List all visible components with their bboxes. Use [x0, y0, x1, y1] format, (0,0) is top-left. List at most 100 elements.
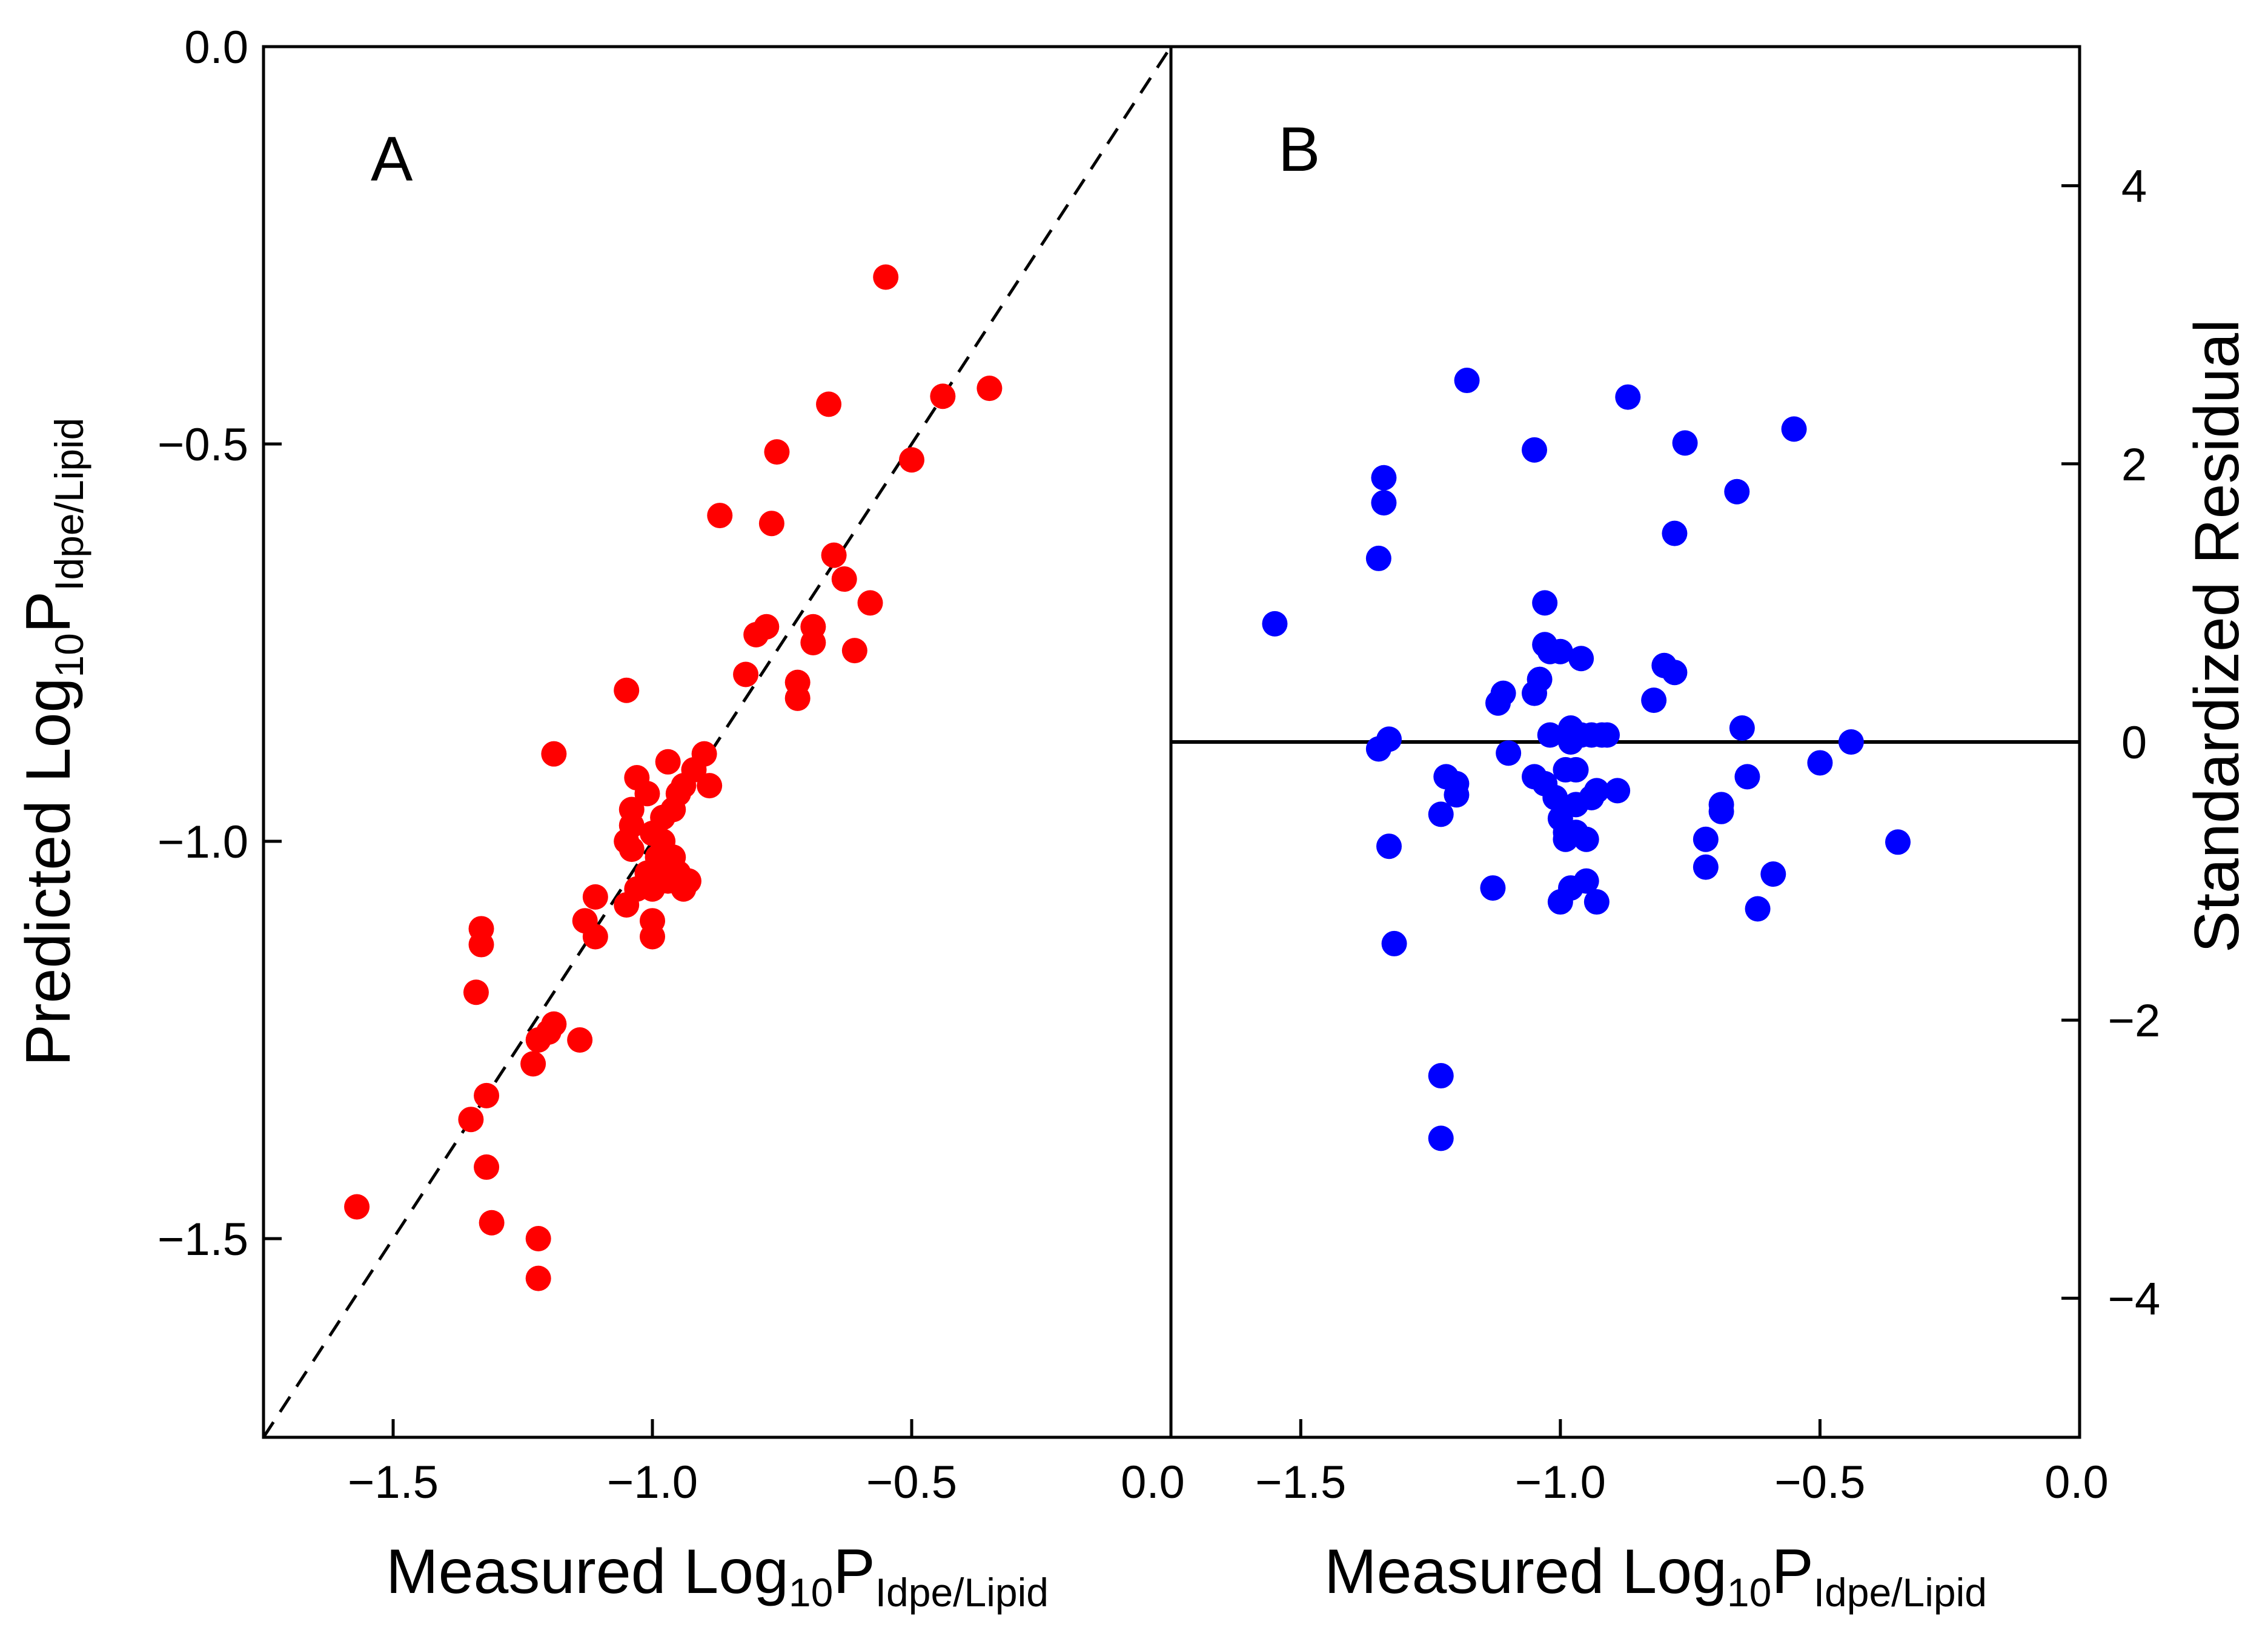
x-title-mid: P — [833, 1537, 875, 1607]
panel-a-point-19 — [614, 677, 640, 703]
panel-b-x-tick-label-1: −1.0 — [1515, 1457, 1606, 1508]
panel-a-point-6 — [474, 1154, 500, 1180]
panel-b-x-axis-title: Measured Log10PIdpe/Lipid — [1324, 1537, 1987, 1615]
panel-b-point-70 — [1885, 829, 1911, 855]
panel-b-point-43 — [1573, 826, 1599, 852]
panel-b-point-13 — [1444, 782, 1470, 808]
panel-b-point-44 — [1573, 868, 1599, 894]
panel-b-point-62 — [1724, 478, 1750, 505]
panel-a-ticks: −1.5 −1.0 −0.5 0.0 −1.5 −1.0 −0.5 0.0 — [158, 22, 1185, 1508]
panel-a-point-67 — [976, 376, 1003, 402]
panel-b-point-63 — [1729, 715, 1755, 741]
panel-a-point-50 — [733, 661, 759, 687]
panel-a-point-36 — [655, 749, 681, 775]
panel-b-point-66 — [1760, 861, 1786, 887]
panel-b-point-9 — [1428, 1125, 1454, 1151]
panel-a-point-56 — [784, 685, 811, 711]
y-title-sub1: 10 — [47, 633, 91, 677]
panel-b-point-2 — [1371, 490, 1397, 516]
panel-a-point-17 — [582, 924, 608, 950]
panel-b-point-48 — [1583, 778, 1610, 804]
panel-b-point-56 — [1662, 520, 1688, 546]
panel-a-identity-line — [262, 45, 1173, 1439]
panel-b: −1.5 −1.0 −0.5 0.0 −4 −2 0 2 4 B — [1169, 45, 2161, 1508]
panel-b-point-61 — [1708, 798, 1734, 824]
panel-a-point-32 — [640, 924, 665, 950]
panel-b-point-6 — [1376, 833, 1402, 859]
panel-b-y-axis-title: Standardized Residual — [2182, 319, 2252, 953]
panel-b-point-59 — [1693, 854, 1719, 880]
panel-a-point-24 — [618, 796, 645, 823]
y-title-sub2: Idpe/Lipid — [47, 418, 91, 591]
panel-b-points — [1262, 368, 1911, 1151]
panel-b-point-24 — [1532, 590, 1558, 616]
panel-a-point-13 — [541, 1011, 567, 1037]
panel-a-point-27 — [634, 781, 660, 807]
panel-a-point-63 — [857, 590, 883, 616]
panel-b-point-30 — [1547, 638, 1573, 664]
panel-a-point-65 — [899, 447, 924, 473]
panel-a-point-60 — [821, 542, 847, 568]
panel-b-x-tick-label-2: −0.5 — [1774, 1457, 1865, 1508]
panel-b-point-15 — [1480, 875, 1506, 901]
panel-b-point-27 — [1537, 722, 1563, 748]
panel-a-point-66 — [930, 383, 956, 409]
panel-a-point-18 — [582, 884, 608, 910]
panel-b-point-17 — [1490, 680, 1516, 706]
panel-a-point-4 — [468, 932, 494, 958]
panel-a-point-15 — [567, 1027, 593, 1053]
panel-b-point-68 — [1807, 750, 1833, 776]
panel-a-y-axis-title: Predicted Log10PIdpe/Lipid — [13, 418, 91, 1067]
panel-b-point-53 — [1641, 687, 1667, 714]
panel-b-point-22 — [1527, 666, 1553, 692]
panel-a-point-62 — [841, 638, 867, 664]
panel-b-point-1 — [1371, 465, 1397, 491]
panel-a-y-tick-label-2: −0.5 — [158, 419, 248, 471]
x-title-sub2: Idpe/Lipid — [875, 1570, 1049, 1615]
panel-b-point-18 — [1496, 740, 1522, 766]
panel-a: −1.5 −1.0 −0.5 0.0 −1.5 −1.0 −0.5 0.0 A — [158, 22, 1185, 1508]
panel-b-point-51 — [1605, 778, 1631, 804]
panel-b-label: B — [1278, 114, 1320, 185]
panel-b-point-10 — [1428, 801, 1454, 827]
x-title-main: Measured Log — [1324, 1537, 1727, 1607]
panel-b-point-28 — [1542, 784, 1568, 810]
panel-b-y-tick-label-3: 2 — [2121, 439, 2147, 491]
panel-a-points — [344, 264, 1003, 1291]
panel-a-point-5 — [474, 1082, 500, 1108]
panel-a-x-axis-title: Measured Log10PIdpe/Lipid — [386, 1537, 1049, 1615]
panel-b-y-tick-label-2: 0 — [2121, 717, 2147, 769]
panel-a-point-7 — [479, 1210, 505, 1236]
panel-b-point-38 — [1563, 757, 1589, 783]
x-title-sub1: 10 — [789, 1570, 833, 1615]
panel-a-y-tick-label-0: −1.5 — [158, 1214, 248, 1265]
panel-a-point-23 — [618, 836, 645, 863]
panel-b-point-14 — [1454, 368, 1480, 394]
panel-a-x-tick-label-2: −0.5 — [866, 1457, 957, 1508]
panel-a-y-tick-label-3: 0.0 — [184, 22, 248, 73]
y-title-mid: P — [13, 591, 84, 633]
panel-a-x-tick-label-0: −1.5 — [348, 1457, 439, 1508]
panel-a-point-11 — [525, 1265, 551, 1291]
panel-a-point-14 — [541, 741, 567, 767]
x-title-mid: P — [1771, 1537, 1813, 1607]
panel-a-y-tick-label-1: −1.0 — [158, 816, 248, 868]
panel-b-point-55 — [1662, 660, 1688, 686]
panel-a-point-10 — [525, 1226, 551, 1251]
panel-b-point-65 — [1745, 896, 1771, 922]
y-title-main: Predicted Log — [13, 678, 84, 1067]
panel-b-point-0 — [1262, 611, 1288, 637]
panel-b-point-58 — [1693, 826, 1719, 852]
panel-b-point-5 — [1376, 726, 1402, 752]
panel-a-point-59 — [816, 391, 842, 417]
panel-a-point-45 — [675, 868, 701, 894]
panel-a-x-tick-label-3: 0.0 — [1121, 1457, 1185, 1508]
panel-b-point-8 — [1428, 1063, 1454, 1089]
panel-a-point-8 — [520, 1051, 546, 1077]
panel-b-point-67 — [1781, 416, 1807, 442]
panel-b-y-tick-label-0: −4 — [2108, 1273, 2161, 1325]
panel-a-point-1 — [458, 1107, 484, 1133]
panel-b-point-64 — [1734, 764, 1760, 790]
